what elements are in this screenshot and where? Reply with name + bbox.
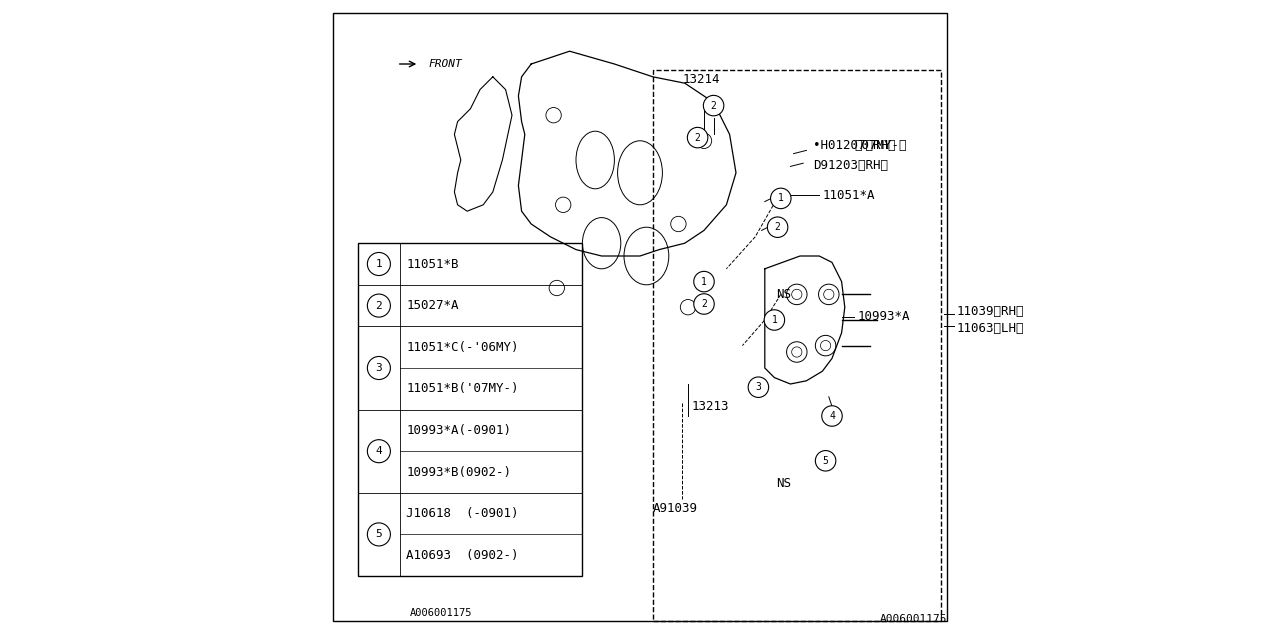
Text: 11051*B('07MY-): 11051*B('07MY-) xyxy=(407,382,518,396)
Text: FRONT: FRONT xyxy=(429,59,462,69)
Text: 5: 5 xyxy=(823,456,828,466)
Text: 10993*A(-0901): 10993*A(-0901) xyxy=(407,424,512,437)
Text: •H01207〈RH〉: •H01207〈RH〉 xyxy=(813,140,895,152)
Text: 11051*C(-'06MY): 11051*C(-'06MY) xyxy=(407,340,518,354)
Text: A006001175: A006001175 xyxy=(879,614,947,624)
Text: 5: 5 xyxy=(375,529,383,540)
Text: A10693  (0902-): A10693 (0902-) xyxy=(407,548,518,562)
Text: 1: 1 xyxy=(772,315,777,325)
Text: J10618  (-0901): J10618 (-0901) xyxy=(407,507,518,520)
Text: 3: 3 xyxy=(755,382,762,392)
Circle shape xyxy=(367,253,390,276)
Circle shape xyxy=(694,294,714,314)
Text: 2: 2 xyxy=(695,132,700,143)
Text: 10993*B(0902-): 10993*B(0902-) xyxy=(407,465,512,479)
Text: D91203〈RH〉: D91203〈RH〉 xyxy=(813,159,888,172)
Text: 11063〈LH〉: 11063〈LH〉 xyxy=(957,322,1024,335)
Text: 1: 1 xyxy=(778,193,783,204)
Text: 11051*A: 11051*A xyxy=(823,189,876,202)
Text: NS: NS xyxy=(777,477,791,490)
Text: 2: 2 xyxy=(774,222,781,232)
Circle shape xyxy=(367,440,390,463)
Text: NS: NS xyxy=(777,288,791,301)
Text: 11051*B: 11051*B xyxy=(407,257,460,271)
Text: 13214: 13214 xyxy=(682,74,719,86)
Text: 1: 1 xyxy=(375,259,383,269)
Circle shape xyxy=(367,294,390,317)
Circle shape xyxy=(767,217,788,237)
Text: 2: 2 xyxy=(375,301,383,310)
Circle shape xyxy=(822,406,842,426)
Text: A91039: A91039 xyxy=(653,502,698,515)
Circle shape xyxy=(815,451,836,471)
Text: 4: 4 xyxy=(375,446,383,456)
Bar xyxy=(358,243,582,576)
Bar xyxy=(653,70,941,621)
Text: 15027*A: 15027*A xyxy=(407,299,460,312)
Text: 〈07MY-〉: 〈07MY-〉 xyxy=(855,140,908,152)
Text: A006001175: A006001175 xyxy=(410,607,472,618)
Circle shape xyxy=(694,271,714,292)
Circle shape xyxy=(367,356,390,380)
Text: 2: 2 xyxy=(701,299,707,309)
Circle shape xyxy=(749,377,769,397)
Text: 4: 4 xyxy=(829,411,835,421)
Text: 2: 2 xyxy=(710,100,717,111)
Circle shape xyxy=(764,310,785,330)
Circle shape xyxy=(704,95,724,116)
Circle shape xyxy=(687,127,708,148)
Text: 1: 1 xyxy=(701,276,707,287)
Text: 13213: 13213 xyxy=(691,400,728,413)
Text: 10993*A: 10993*A xyxy=(858,310,910,323)
Text: 11039〈RH〉: 11039〈RH〉 xyxy=(957,305,1024,318)
Text: 3: 3 xyxy=(375,363,383,373)
Circle shape xyxy=(771,188,791,209)
Circle shape xyxy=(367,523,390,546)
